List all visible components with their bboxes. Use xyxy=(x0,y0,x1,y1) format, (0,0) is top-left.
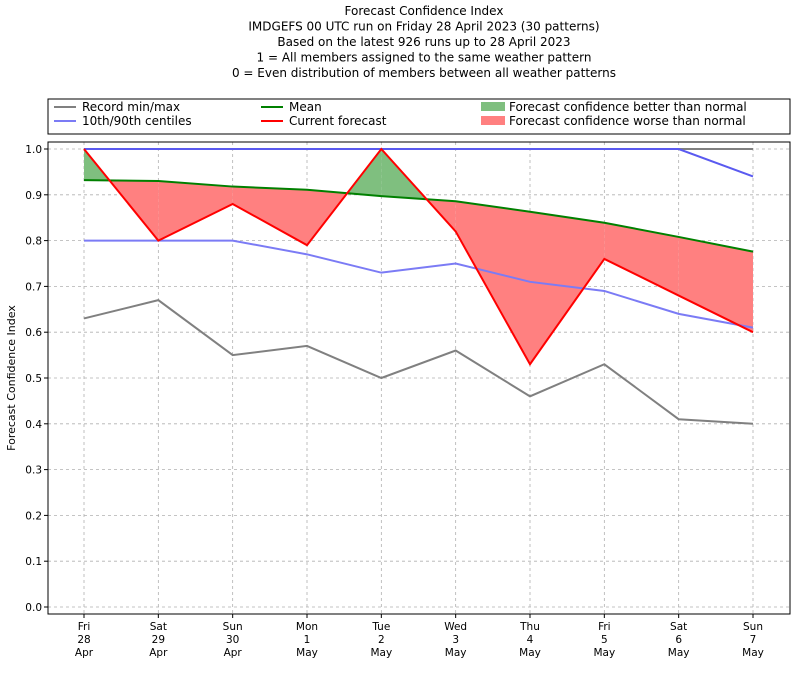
y-tick-label: 0.8 xyxy=(25,236,42,248)
x-tick-label: May xyxy=(445,647,467,659)
y-tick-label: 0.9 xyxy=(25,190,42,202)
y-axis-label: Forecast Confidence Index xyxy=(5,305,18,451)
legend-item: Mean xyxy=(261,100,322,114)
y-tick-label: 0.2 xyxy=(25,510,42,522)
x-tick-label: 1 xyxy=(304,634,311,646)
x-tick-label: May xyxy=(593,647,615,659)
y-tick-label: 0.7 xyxy=(25,281,42,293)
x-tick-label: 29 xyxy=(152,634,165,646)
x-tick-label: 7 xyxy=(750,634,757,646)
legend-item: Forecast confidence better than normal xyxy=(481,100,747,114)
legend-item: Forecast confidence worse than normal xyxy=(481,114,746,128)
x-tick-label: May xyxy=(296,647,318,659)
x-tick-label: Sun xyxy=(223,621,243,633)
legend-item: Record min/max xyxy=(54,100,180,114)
x-tick-label: May xyxy=(519,647,541,659)
legend-label: 10th/90th centiles xyxy=(82,114,192,128)
y-tick-label: 0.5 xyxy=(25,373,42,385)
x-tick-label: 2 xyxy=(378,634,385,646)
fill-worse-than-normal xyxy=(455,201,530,365)
x-tick-label: Apr xyxy=(75,647,94,659)
legend-swatch xyxy=(481,116,505,125)
series-lines xyxy=(83,147,754,425)
chart-title-main: Forecast Confidence Index xyxy=(345,4,504,18)
current-forecast-line xyxy=(83,147,754,367)
centile-90th-line xyxy=(84,148,754,178)
chart-subtitle-line: Based on the latest 926 runs up to 28 Ap… xyxy=(277,35,570,49)
legend-label: Forecast confidence worse than normal xyxy=(509,114,746,128)
x-tick-label: Mon xyxy=(296,621,318,633)
x-tick-label: May xyxy=(370,647,392,659)
x-tick-label: 28 xyxy=(77,634,90,646)
legend-label: Record min/max xyxy=(82,100,180,114)
x-tick-label: Fri xyxy=(598,621,611,633)
fill-worse-than-normal xyxy=(604,222,679,296)
fill-worse-than-normal xyxy=(232,186,307,246)
fill-worse-than-normal xyxy=(530,211,605,365)
legend-item: 10th/90th centiles xyxy=(54,114,192,128)
confidence-fills xyxy=(84,149,753,365)
legend-label: Current forecast xyxy=(289,114,387,128)
centile-10th-line xyxy=(84,239,754,329)
fill-worse-than-normal xyxy=(158,181,233,241)
y-tick-label: 0.3 xyxy=(25,465,42,477)
record-min-line xyxy=(83,299,754,425)
x-tick-label: Wed xyxy=(444,621,467,633)
chart-title: Forecast Confidence Index IMDGEFS 00 UTC … xyxy=(232,4,616,80)
x-tick-label: 4 xyxy=(527,634,534,646)
x-tick-label: Sun xyxy=(743,621,763,633)
x-tick-label: May xyxy=(668,647,690,659)
x-tick-label: Apr xyxy=(224,647,243,659)
legend-swatch xyxy=(481,102,505,111)
x-tick-label: Apr xyxy=(149,647,168,659)
y-tick-label: 1.0 xyxy=(25,144,42,156)
x-tick-label: Thu xyxy=(519,621,540,633)
x-tick-label: Sat xyxy=(670,621,687,633)
x-tick-label: 30 xyxy=(226,634,239,646)
x-tick-label: Tue xyxy=(371,621,390,633)
x-tick-label: 6 xyxy=(675,634,682,646)
y-axis: 0.0 0.1 0.2 0.3 0.4 0.5 0.6 0.7 0.8 0.9 1.0 xyxy=(25,144,48,614)
x-axis: Fri28AprSat29AprSun30AprMon1MayTue2MayWe… xyxy=(75,614,764,659)
chart-subtitle-line: IMDGEFS 00 UTC run on Friday 28 April 20… xyxy=(248,20,599,34)
fill-worse-than-normal xyxy=(678,236,753,333)
y-tick-label: 0.0 xyxy=(25,602,42,614)
legend-item: Current forecast xyxy=(261,114,387,128)
x-tick-label: 5 xyxy=(601,634,608,646)
legend-label: Mean xyxy=(289,100,322,114)
x-tick-label: May xyxy=(742,647,764,659)
chart-subtitle-line: 0 = Even distribution of members between… xyxy=(232,66,616,80)
y-tick-label: 0.6 xyxy=(25,327,42,339)
x-tick-label: Fri xyxy=(78,621,91,633)
legend-label: Forecast confidence better than normal xyxy=(509,100,747,114)
x-tick-label: Sat xyxy=(150,621,167,633)
chart-subtitle-line: 1 = All members assigned to the same wea… xyxy=(257,51,592,65)
y-tick-label: 0.1 xyxy=(25,556,42,568)
legend-box xyxy=(47,98,791,135)
mean-line xyxy=(83,179,754,253)
y-tick-label: 0.4 xyxy=(25,419,42,431)
x-tick-label: 3 xyxy=(452,634,459,646)
